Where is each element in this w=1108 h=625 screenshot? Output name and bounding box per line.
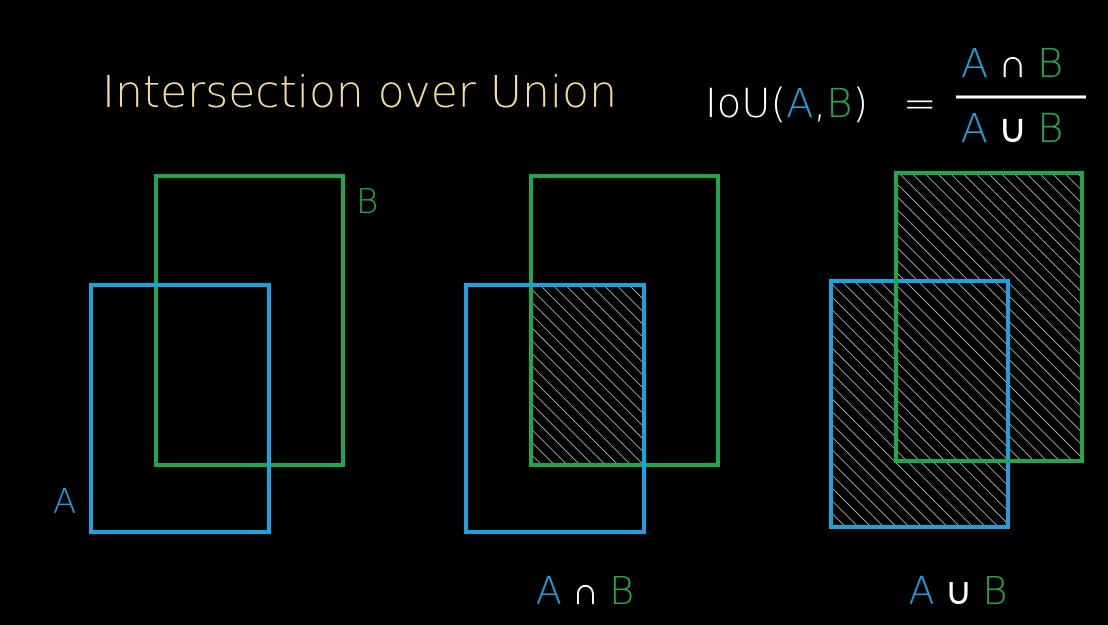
box-b — [154, 174, 345, 467]
formula-equals: = — [903, 81, 937, 127]
formula-comma: , — [814, 81, 827, 127]
formula-denominator: A ∪ B — [961, 106, 1064, 152]
union-caption-a: A — [909, 569, 935, 613]
intersection-caption: A ∩ B — [536, 569, 634, 613]
svg-text:IoU(A,B): IoU(A,B) — [705, 81, 868, 127]
union-panel: A ∪ B — [829, 171, 1084, 613]
formula-b: B — [826, 81, 852, 127]
formula-suffix: ) — [852, 81, 868, 127]
formula-a: A — [786, 81, 813, 127]
box-a-union — [829, 279, 1010, 529]
numerator-a: A — [961, 41, 988, 87]
overlap-panel: B A — [53, 174, 378, 534]
box-a — [89, 283, 271, 534]
union-caption-b: B — [982, 569, 1007, 613]
numerator-op: ∩ — [998, 41, 1027, 87]
box-b-union — [894, 171, 1084, 463]
label-b: B — [356, 182, 378, 222]
box-b-intersection — [529, 174, 720, 467]
intersection-caption-a: A — [536, 569, 562, 613]
iou-formula: IoU(A,B) = A ∩ B A ∪ B — [705, 41, 1086, 152]
denominator-a: A — [961, 106, 988, 152]
intersection-caption-op: ∩ — [572, 569, 599, 613]
intersection-hatch — [531, 285, 644, 465]
numerator-b: B — [1037, 41, 1063, 87]
intersection-panel: A ∩ B — [464, 174, 720, 613]
label-a: A — [53, 482, 76, 522]
title: Intersection over Union — [102, 67, 617, 118]
formula-numerator: A ∩ B — [961, 41, 1063, 87]
denominator-b: B — [1037, 106, 1063, 152]
formula-prefix: IoU( — [705, 81, 786, 127]
box-a-intersection — [464, 283, 646, 534]
union-caption: A ∪ B — [909, 569, 1008, 613]
union-caption-op: ∪ — [945, 569, 973, 613]
intersection-caption-b: B — [609, 569, 634, 613]
union-hatch — [831, 173, 1082, 527]
denominator-op: ∪ — [998, 106, 1027, 152]
